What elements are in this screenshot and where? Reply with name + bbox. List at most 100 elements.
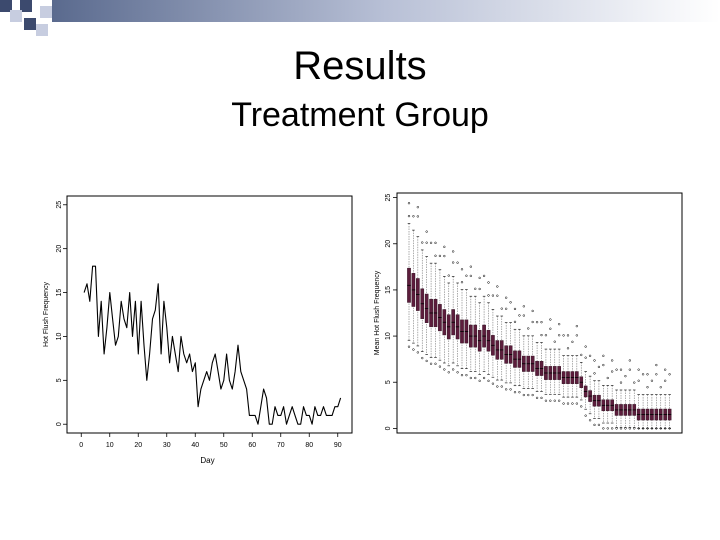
outlier-point — [584, 356, 587, 359]
outlier-point — [434, 254, 437, 257]
y-axis-label: Hot Flush Frequency — [43, 282, 50, 347]
outlier-point — [558, 334, 561, 337]
outlier-point — [606, 427, 609, 430]
outlier-point — [540, 321, 543, 324]
outlier-point — [611, 359, 614, 362]
outlier-point — [487, 379, 490, 382]
outlier-point — [531, 309, 534, 313]
outlier-point — [641, 373, 645, 376]
outlier-point — [500, 307, 503, 310]
outlier-point — [668, 373, 671, 376]
outlier-point — [425, 241, 428, 244]
outlier-point — [566, 334, 570, 337]
deco-square — [20, 0, 32, 12]
y-tick-label: 0 — [385, 426, 392, 430]
x-axis-label: Day — [200, 456, 214, 465]
outlier-point — [593, 359, 596, 362]
outlier-point — [540, 333, 543, 337]
outlier-point — [438, 365, 442, 368]
y-tick-label: 10 — [56, 332, 63, 340]
outlier-point — [487, 281, 490, 284]
outlier-point — [602, 363, 605, 367]
outlier-point — [478, 379, 481, 382]
outlier-point — [619, 381, 623, 384]
plot-frame — [66, 195, 353, 434]
outlier-point — [416, 351, 419, 354]
deco-square — [10, 10, 22, 22]
outlier-point — [659, 427, 662, 430]
x-tick-label: 80 — [305, 442, 313, 449]
outlier-point — [544, 334, 548, 337]
outlier-point — [509, 388, 512, 391]
outlier-point — [407, 214, 411, 218]
outlier-point — [562, 402, 565, 405]
y-tick-label: 10 — [385, 332, 392, 340]
outlier-point — [655, 427, 658, 430]
x-tick-label: 90 — [334, 442, 342, 449]
outlier-point — [650, 379, 654, 382]
outlier-point — [513, 307, 517, 311]
outlier-point — [549, 318, 552, 321]
outlier-point — [425, 359, 428, 363]
outlier-point — [482, 274, 486, 278]
outlier-point — [646, 427, 649, 430]
outlier-point — [553, 399, 556, 402]
outlier-point — [628, 427, 631, 430]
outlier-point — [487, 294, 490, 297]
outlier-point — [566, 347, 570, 350]
outlier-point — [580, 405, 583, 408]
outlier-point — [628, 359, 631, 362]
outlier-point — [469, 265, 472, 268]
outlier-point — [584, 345, 587, 348]
outlier-point — [522, 393, 525, 397]
outlier-point — [575, 402, 578, 405]
outlier-point — [452, 250, 455, 253]
outlier-point — [421, 356, 424, 360]
outlier-point — [447, 274, 450, 277]
series-line — [83, 265, 342, 425]
y-tick-label: 15 — [385, 286, 392, 294]
outlier-point — [637, 427, 640, 430]
slide-subtitle: Treatment Group — [231, 96, 489, 134]
outlier-point — [588, 419, 592, 422]
outlier-point — [637, 379, 640, 382]
outlier-point — [664, 368, 667, 371]
outlier-point — [443, 368, 446, 371]
x-tick-label: 20 — [134, 442, 142, 449]
outlier-point — [549, 327, 552, 330]
outlier-point — [615, 427, 618, 430]
outlier-point — [500, 385, 503, 388]
outlier-point — [597, 423, 601, 427]
y-tick-label: 20 — [385, 240, 392, 248]
outlier-point — [624, 427, 627, 430]
outlier-point — [535, 396, 539, 400]
outlier-point — [452, 368, 455, 371]
outlier-point — [611, 370, 614, 373]
y-axis-label: Mean Hot Flush Frequency — [374, 270, 381, 355]
outlier-point — [611, 427, 614, 430]
outlier-point — [619, 427, 623, 430]
outlier-point — [544, 399, 548, 402]
x-tick-label: 50 — [220, 442, 228, 449]
outlier-point — [575, 334, 578, 337]
outlier-point — [465, 274, 468, 277]
outlier-point — [460, 281, 464, 284]
outlier-point — [443, 245, 446, 248]
outlier-point — [619, 368, 623, 371]
x-tick-label: 60 — [248, 442, 256, 449]
outlier-point — [646, 373, 649, 376]
outlier-point — [491, 382, 495, 385]
outlier-point — [416, 215, 419, 218]
outlier-point — [588, 354, 592, 357]
outlier-point — [602, 427, 605, 430]
y-tick-label: 25 — [385, 194, 392, 202]
outlier-point — [474, 287, 477, 290]
outlier-point — [646, 386, 649, 389]
outlier-point — [655, 363, 658, 367]
outlier-point — [434, 241, 437, 244]
outlier-point — [531, 320, 534, 324]
outlier-point — [522, 314, 525, 317]
outlier-point — [641, 427, 645, 430]
outlier-point — [513, 391, 517, 394]
outlier-point — [562, 334, 565, 337]
